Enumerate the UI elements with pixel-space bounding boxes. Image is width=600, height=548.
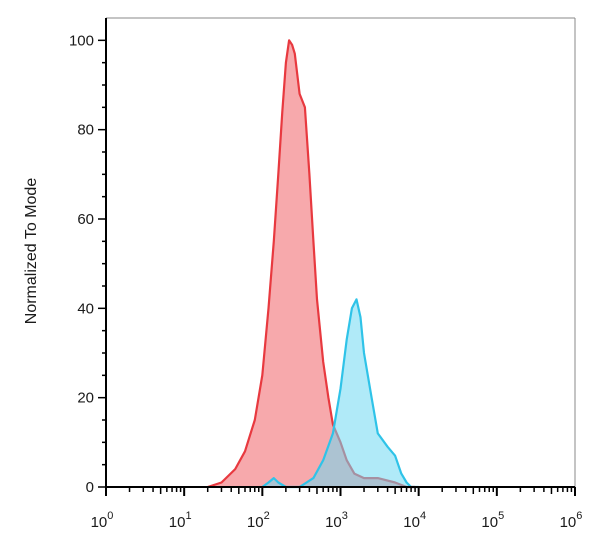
y-tick-label: 80	[77, 122, 94, 139]
y-tick-label: 20	[77, 390, 94, 407]
x-tick-label: 103	[325, 510, 348, 531]
x-tick-exponent: 2	[264, 510, 270, 522]
x-tick-exponent: 6	[576, 510, 582, 522]
x-tick-label: 100	[91, 510, 114, 531]
x-tick-label: 105	[481, 510, 504, 531]
x-tick-label: 102	[247, 510, 270, 531]
series-1-area	[207, 40, 416, 488]
x-tick-exponent: 0	[107, 510, 113, 522]
x-tick-label: 106	[560, 510, 583, 531]
y-tick-label: 40	[77, 300, 94, 317]
y-axis-title: Normalized To Mode	[23, 178, 40, 325]
x-tick-exponent: 5	[498, 510, 504, 522]
y-tick-label: 0	[86, 479, 94, 496]
series-2-line	[261, 298, 419, 489]
y-tick-label: 60	[77, 211, 94, 228]
axes-layer	[98, 17, 576, 496]
x-tick-label: 104	[403, 510, 426, 531]
x-tick-label: 101	[169, 510, 192, 531]
x-tick-exponent: 3	[342, 510, 348, 522]
x-tick-exponent: 1	[185, 510, 191, 522]
series-layer	[207, 39, 419, 489]
x-tick-exponent: 4	[420, 510, 426, 522]
y-tick-label: 100	[69, 32, 94, 49]
